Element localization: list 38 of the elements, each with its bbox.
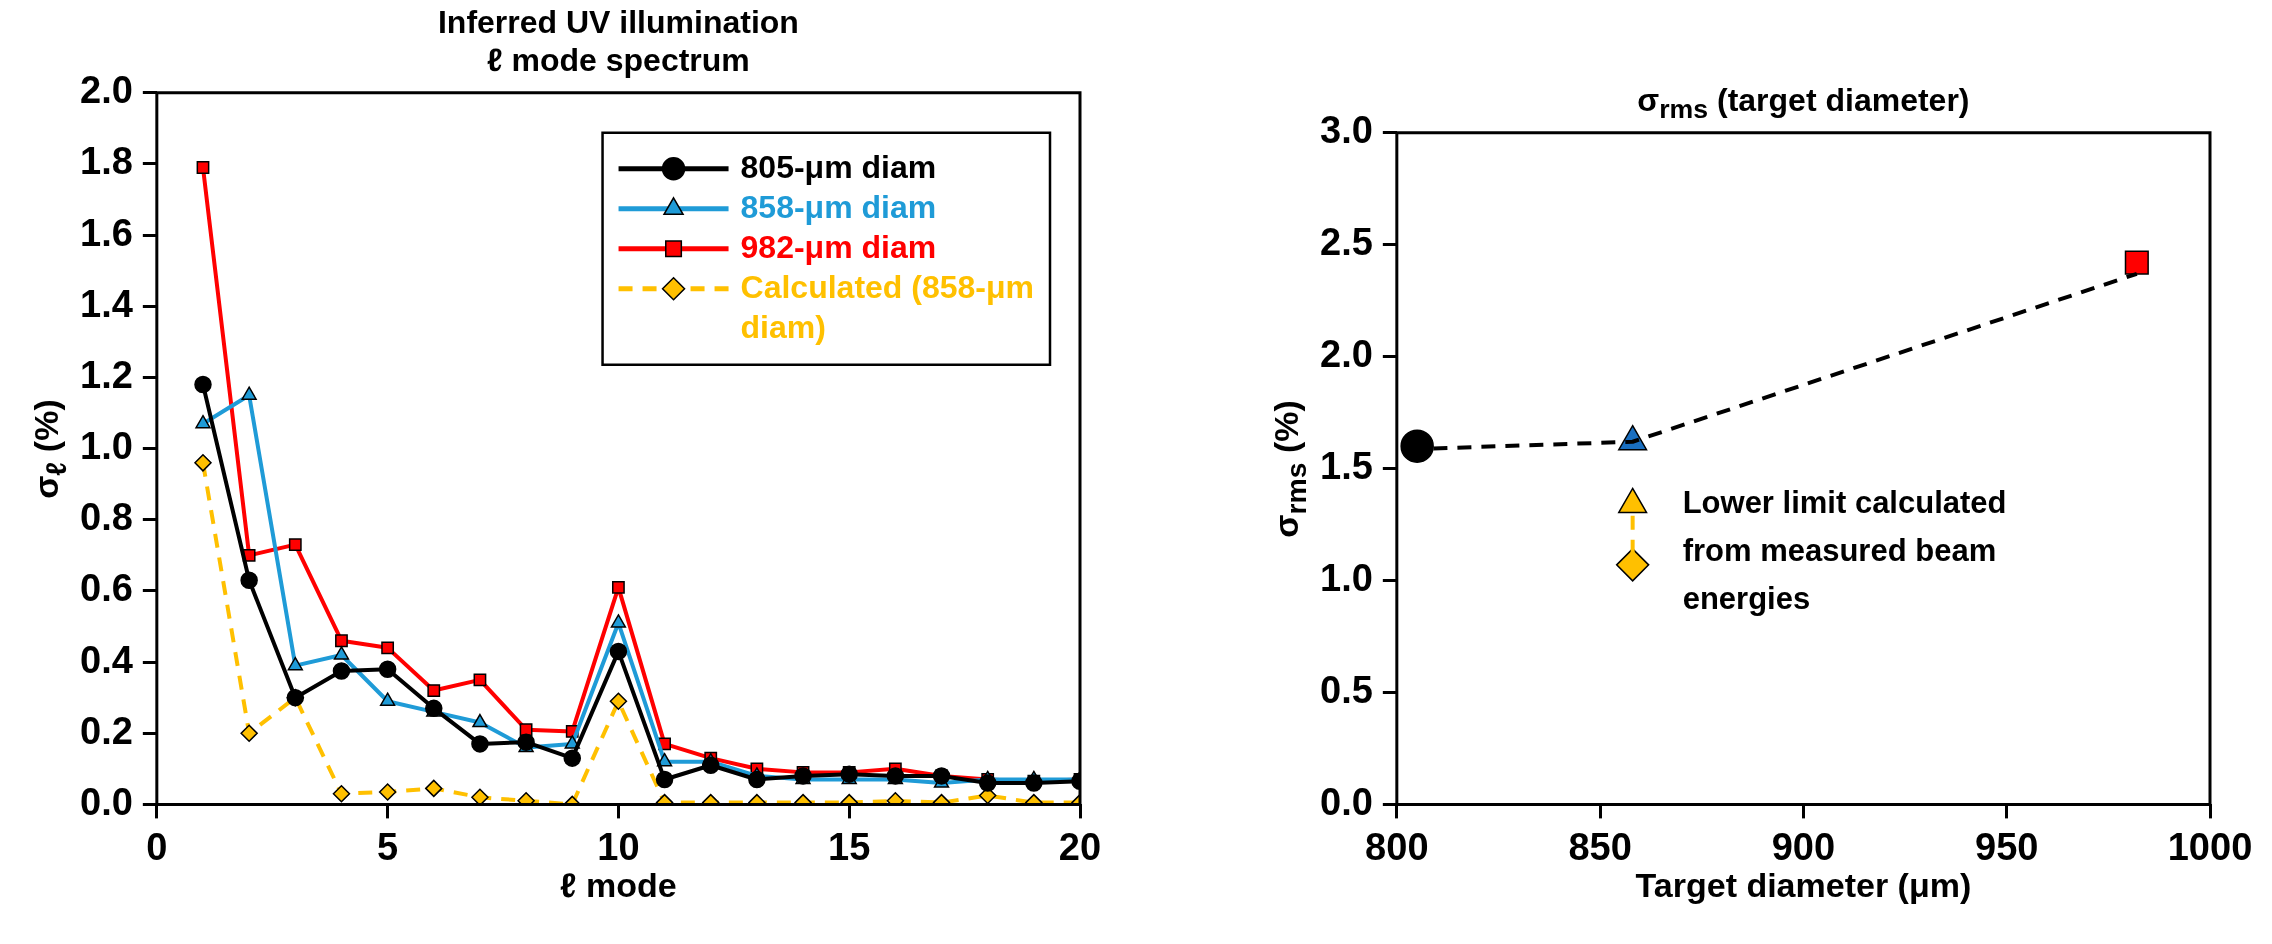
y-tick-label: 1.0 bbox=[1320, 557, 1373, 600]
x-tick-label: 1000 bbox=[2167, 825, 2253, 868]
x-tick-label: 850 bbox=[1568, 825, 1632, 868]
y-tick-label: 0.6 bbox=[80, 567, 133, 610]
y-tick-label: 1.4 bbox=[80, 282, 133, 325]
y-tick-label: 0.2 bbox=[80, 709, 133, 752]
x-axis-title: ℓ mode bbox=[559, 866, 678, 906]
x-tick-label: 15 bbox=[828, 825, 871, 868]
chart-title: Inferred UV illumination bbox=[437, 3, 799, 40]
y-tick-label: 1.8 bbox=[80, 140, 133, 183]
x-tick-label: 0 bbox=[146, 825, 168, 868]
legend-label: 805-μm diam bbox=[740, 148, 937, 185]
y-tick-label: 2.0 bbox=[80, 69, 133, 112]
y-tick-label: 0.4 bbox=[80, 638, 133, 681]
x-axis-title: Target diameter (μm) bbox=[1634, 866, 1973, 906]
chart-subtitle: ℓ mode spectrum bbox=[487, 41, 750, 78]
chart-title: σ$_{rms}$ (target diameter) bbox=[1636, 80, 1971, 127]
y-tick-label: 1.5 bbox=[1320, 445, 1373, 488]
x-tick-label: 800 bbox=[1365, 825, 1429, 868]
y-tick-label: 0.8 bbox=[80, 496, 133, 539]
y-tick-label: 1.0 bbox=[80, 425, 133, 468]
legend-label: 982-μm diam bbox=[740, 228, 937, 265]
x-tick-label: 20 bbox=[1058, 825, 1102, 868]
y-tick-label: 1.6 bbox=[80, 211, 133, 254]
y-tick-label: 3.0 bbox=[1320, 109, 1373, 152]
x-tick-label: 900 bbox=[1771, 825, 1836, 868]
y-tick-label: 0.5 bbox=[1320, 668, 1373, 711]
x-tick-label: 5 bbox=[377, 825, 399, 868]
y-tick-label: 2.5 bbox=[1320, 221, 1373, 264]
legend-label: 858-μm diam bbox=[740, 188, 937, 225]
y-tick-label: 0.0 bbox=[1320, 780, 1373, 823]
annotation: Lower limit calculated from measured beam energies bbox=[1682, 484, 2007, 616]
y-tick-label: 2.0 bbox=[1320, 333, 1373, 376]
y-tick-label: 0.0 bbox=[80, 780, 133, 823]
x-tick-label: 10 bbox=[597, 825, 640, 868]
x-tick-label: 950 bbox=[1975, 825, 2039, 868]
legend-label: Calculated (858-μm diam) bbox=[740, 268, 1034, 345]
y-tick-label: 1.2 bbox=[80, 353, 133, 396]
